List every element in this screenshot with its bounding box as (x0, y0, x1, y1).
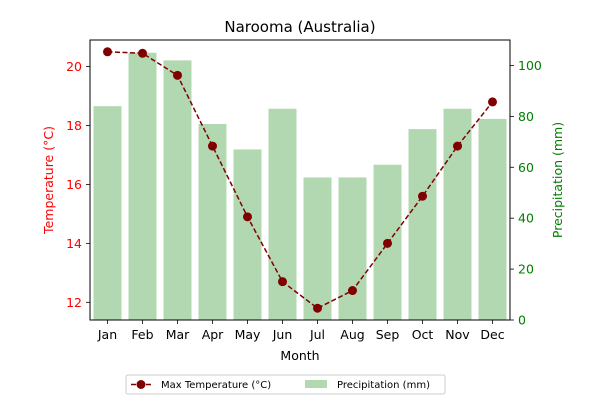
y-right-tick-label: 60 (518, 160, 534, 175)
x-axis: Jan Feb Mar Apr May Jun Jul Aug Sep Oct Nov Dec (97, 320, 505, 342)
temp-point-jul (313, 303, 322, 313)
x-tick-label: Dec (480, 327, 504, 342)
y-left-tick-label: 14 (66, 236, 82, 251)
x-tick-label: Apr (202, 327, 224, 342)
y-axis-right-label: Precipitation (mm) (550, 122, 565, 238)
x-tick-label: Mar (166, 327, 190, 342)
temperature-series-line (107, 51, 494, 310)
temp-point-may (243, 212, 252, 222)
x-tick-label: May (235, 327, 261, 342)
x-tick-label: Sep (376, 327, 400, 342)
precipitation-bars (93, 52, 507, 321)
legend-label-precipitation: Precipitation (mm) (337, 380, 430, 391)
y-axis-right: 0 20 40 60 80 100 (510, 58, 542, 328)
temp-point-feb (138, 48, 147, 58)
x-tick-label: Nov (445, 327, 470, 342)
precip-bar-mar (163, 60, 192, 320)
x-tick-label: Oct (412, 327, 434, 342)
x-tick-label: Feb (131, 327, 153, 342)
temp-point-mar (173, 70, 182, 80)
temp-point-nov (453, 141, 462, 151)
temp-point-jun (278, 277, 287, 287)
x-tick-label: Aug (340, 327, 364, 342)
precip-bar-apr (198, 124, 227, 320)
x-tick-label: Jul (309, 327, 325, 342)
y-right-tick-label: 100 (518, 58, 542, 73)
legend: Max Temperature (°C) Precipitation (mm) (125, 374, 446, 395)
precip-bar-may (233, 149, 262, 320)
legend-point-marker (136, 380, 146, 389)
legend-label-temperature: Max Temperature (°C) (161, 380, 271, 391)
temperature-line (103, 47, 497, 313)
y-left-tick-label: 16 (66, 177, 82, 192)
y-left-tick-label: 18 (66, 118, 82, 133)
y-axis-left-label: Temperature (°C) (41, 126, 56, 235)
precip-bar-jan (93, 106, 122, 320)
precip-bar-jul (303, 177, 332, 320)
x-tick-label: Jun (272, 327, 293, 342)
precip-bar-aug (338, 177, 367, 320)
temp-point-dec (488, 97, 497, 107)
precip-bar-feb (128, 52, 157, 321)
plot-frame (89, 39, 511, 321)
x-axis-label: Month (280, 348, 319, 363)
x-tick-label: Jan (97, 327, 117, 342)
temp-point-oct (418, 191, 427, 201)
precip-bar-nov (443, 108, 472, 321)
y-left-tick-label: 12 (66, 295, 82, 310)
temp-point-apr (208, 141, 217, 151)
legend-bar-swatch (305, 380, 327, 388)
y-axis-left: 12 14 16 18 20 (66, 59, 90, 310)
y-right-tick-label: 0 (518, 313, 526, 328)
y-right-tick-label: 80 (518, 109, 534, 124)
temp-point-sep (383, 238, 392, 248)
y-right-tick-label: 20 (518, 262, 534, 277)
y-right-tick-label: 40 (518, 211, 534, 226)
temp-point-aug (348, 286, 357, 296)
temp-point-jan (103, 47, 112, 57)
chart-title: Narooma (Australia) (224, 18, 375, 36)
y-left-tick-label: 20 (66, 59, 82, 74)
legend-box (125, 374, 446, 395)
precip-bar-oct (408, 129, 437, 320)
precip-bar-dec (478, 118, 507, 320)
